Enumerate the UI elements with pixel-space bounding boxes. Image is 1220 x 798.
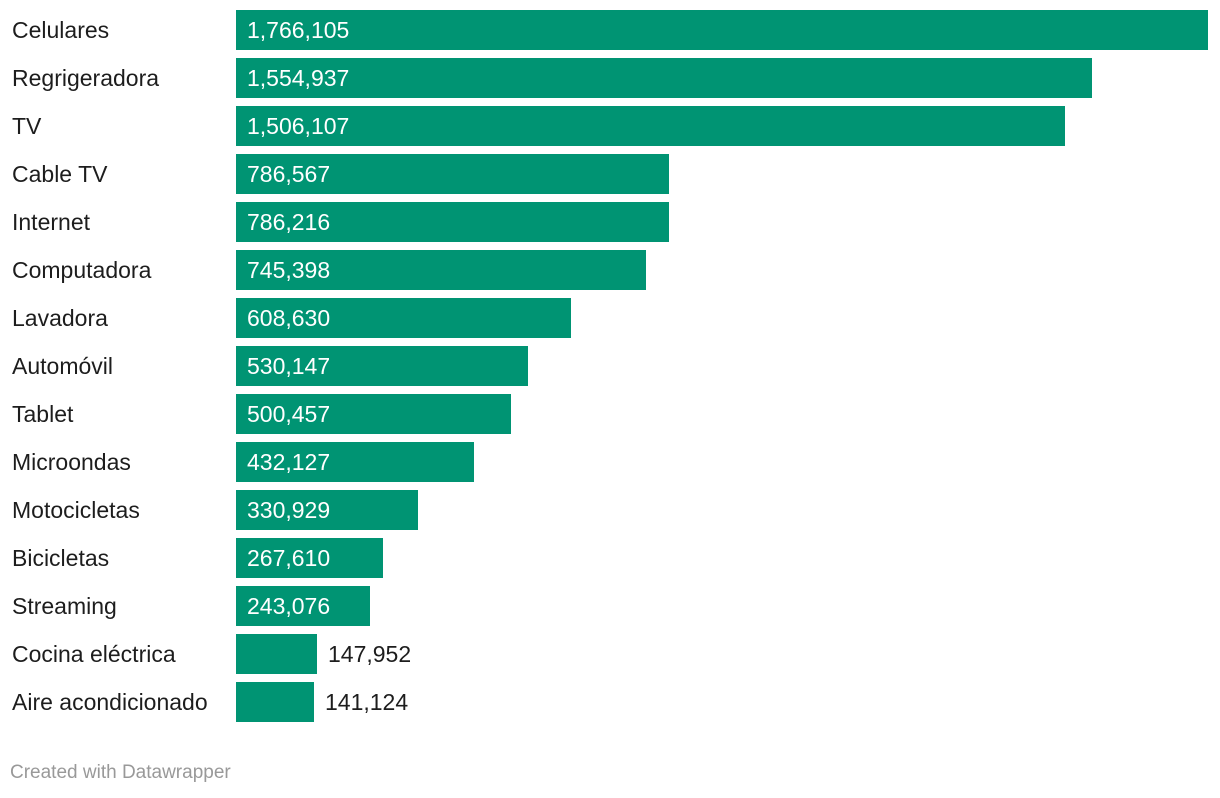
value-label: 1,766,105	[247, 17, 350, 43]
value-label: 147,952	[328, 641, 412, 667]
bar	[236, 538, 383, 578]
value-label: 1,506,107	[247, 113, 350, 139]
value-label: 1,554,937	[247, 65, 350, 91]
category-label: Streaming	[12, 593, 117, 619]
category-label: Lavadora	[12, 305, 108, 331]
bar	[236, 106, 1065, 146]
category-label: Computadora	[12, 257, 152, 283]
value-label: 243,076	[247, 593, 331, 619]
category-label: Tablet	[12, 401, 74, 427]
category-label: Cocina eléctrica	[12, 641, 176, 667]
value-label: 530,147	[247, 353, 331, 379]
category-label: Automóvil	[12, 353, 113, 379]
bar	[236, 394, 511, 434]
category-label: Bicicletas	[12, 545, 110, 571]
category-label: Celulares	[12, 17, 110, 43]
category-label: Microondas	[12, 449, 131, 475]
category-label: Motocicletas	[12, 497, 140, 523]
bar	[236, 634, 317, 674]
value-label: 432,127	[247, 449, 331, 475]
bar	[236, 250, 646, 290]
bar	[236, 682, 314, 722]
value-label: 786,216	[247, 209, 331, 235]
value-label: 500,457	[247, 401, 331, 427]
category-label: Aire acondicionado	[12, 689, 208, 715]
bar	[236, 58, 1092, 98]
bar	[236, 586, 370, 626]
category-label: Internet	[12, 209, 90, 235]
bar	[236, 490, 418, 530]
credit-text: Created with Datawrapper	[10, 762, 231, 783]
bar	[236, 442, 474, 482]
bar	[236, 10, 1208, 50]
category-label: Cable TV	[12, 161, 108, 187]
category-label: Regrigeradora	[12, 65, 160, 91]
category-label: TV	[12, 113, 42, 139]
value-label: 745,398	[247, 257, 331, 283]
value-label: 141,124	[325, 689, 409, 715]
value-label: 608,630	[247, 305, 331, 331]
value-label: 267,610	[247, 545, 331, 571]
bar	[236, 154, 669, 194]
value-label: 786,567	[247, 161, 331, 187]
bar	[236, 202, 669, 242]
bar	[236, 346, 528, 386]
bar	[236, 298, 571, 338]
bar-chart: Celulares 1,766,105 Regrigeradora 1,554,937…	[12, 10, 1208, 722]
value-label: 330,929	[247, 497, 331, 523]
